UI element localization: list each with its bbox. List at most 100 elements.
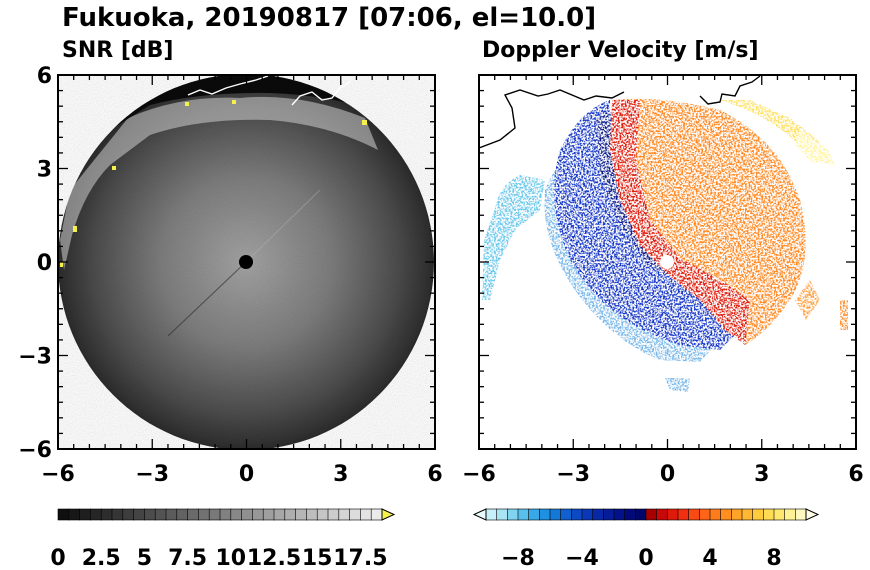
snr-colorbar-bin	[349, 508, 362, 521]
snr-colorbar-bin	[208, 508, 221, 521]
vel-colorbar-bin	[677, 508, 690, 521]
vel-colorbar-tick-label: −8	[501, 546, 535, 570]
vel-pos-edge-patch	[840, 300, 848, 330]
vel-colorbar-bin	[763, 508, 775, 521]
snr-ytick-label: 3	[37, 158, 52, 183]
vel-xtick-label: 6	[848, 462, 863, 487]
snr-colorbar-bin	[187, 508, 200, 521]
vel-colorbar-bin	[613, 508, 626, 521]
snr-ytick-label: 6	[37, 64, 52, 89]
snr-colorbar-bin	[100, 508, 113, 521]
snr-xtick-label: −3	[135, 462, 169, 487]
snr-radar-site	[239, 255, 253, 269]
snr-colorbar-bin	[360, 508, 372, 521]
snr-coastline	[187, 75, 351, 106]
snr-colorbar-bin	[273, 508, 286, 521]
snr-colorbar-bin	[338, 508, 351, 521]
vel-colorbar-bin	[784, 508, 797, 521]
snr-colorbar-bin	[230, 508, 243, 521]
vel-colorbar-bin	[528, 508, 541, 521]
snr-clutter-band	[60, 96, 378, 270]
vel-colorbar-bin	[709, 508, 722, 521]
vel-colorbar-bin	[688, 508, 701, 521]
snr-colorbar-bin	[370, 508, 383, 521]
vel-colorbar-bin	[560, 508, 573, 521]
snr-clutter-spots	[60, 100, 367, 267]
vel-colorbar-bin	[496, 508, 509, 521]
vel-colorbar-extend-min	[472, 508, 487, 521]
snr-colorbar-tick-label: 10	[215, 546, 246, 570]
vel-colorbar-bin	[795, 508, 807, 521]
snr-colorbar-bin	[79, 508, 92, 521]
vel-pos-lightest	[795, 130, 835, 165]
vel-xtick-label: −3	[556, 462, 590, 487]
snr-colorbar-bin	[252, 508, 264, 521]
snr-colorbar-bin	[327, 508, 340, 521]
snr-colorbar-bin	[284, 508, 297, 521]
vel-colorbar-bin	[752, 508, 765, 521]
snr-colorbar-tick-label: 2.5	[82, 546, 121, 570]
snr-colorbar-tick-label: 15	[302, 546, 333, 570]
snr-colorbar-bin	[57, 508, 70, 521]
snr-land-mask	[110, 75, 380, 130]
snr-colorbar-bin	[241, 508, 254, 521]
snr-blocked-ray	[167, 261, 247, 337]
snr-xtick-label: 6	[427, 462, 442, 487]
vel-colorbar-bin	[731, 508, 743, 521]
vel-colorbar-bin	[741, 508, 754, 521]
snr-colorbar-bin	[198, 508, 210, 521]
snr-colorbar-tick-label: 0	[50, 546, 65, 570]
snr-colorbar-tick-label: 7.5	[168, 546, 207, 570]
figure-title: Fukuoka, 20190817 [07:06, el=10.0]	[62, 3, 596, 33]
snr-colorbar-bin	[262, 508, 275, 521]
vel-colorbar-bin	[635, 508, 647, 521]
snr-xtick-label: −6	[41, 462, 75, 487]
vel-radar-site	[660, 255, 674, 269]
snr-colorbar-bin	[144, 508, 156, 521]
snr-colorbar-bin	[111, 508, 124, 521]
snr-panel-label: SNR [dB]	[62, 38, 173, 63]
vel-colorbar-tick-label: 8	[766, 546, 781, 570]
snr-colorbar-bin	[165, 508, 178, 521]
snr-ytick-label: −6	[18, 438, 52, 463]
vel-pos-east-patch	[795, 280, 820, 320]
vel-colorbar-bin	[581, 508, 594, 521]
velocity-panel-label: Doppler Velocity [m/s]	[482, 38, 759, 63]
vel-pos-main	[612, 98, 806, 345]
snr-colorbar-bin	[90, 508, 102, 521]
vel-colorbar-bin	[517, 508, 530, 521]
snr-colorbar-bin	[122, 508, 135, 521]
vel-colorbar-bin	[773, 508, 786, 521]
snr-colorbar-bin	[306, 508, 318, 521]
snr-xtick-label: 0	[239, 462, 254, 487]
snr-colorbar-extend-max	[381, 508, 396, 521]
vel-colorbar-tick-label: 4	[702, 546, 717, 570]
vel-colorbar-bin	[624, 508, 637, 521]
vel-xtick-label: 0	[660, 462, 675, 487]
vel-xtick-label: 3	[754, 462, 769, 487]
snr-bright-ray	[245, 189, 321, 263]
vel-colorbar-bin	[656, 508, 669, 521]
vel-colorbar-extend-max	[805, 508, 820, 521]
velocity-plot-area	[479, 75, 848, 392]
vel-colorbar-bin	[485, 508, 498, 521]
snr-xtick-label: 3	[333, 462, 348, 487]
vel-colorbar-bin	[539, 508, 551, 521]
snr-plot-area	[58, 75, 434, 449]
vel-colorbar-bin	[603, 508, 615, 521]
snr-colorbar-bin	[316, 508, 329, 521]
snr-colorbar-tick-label: 12.5	[247, 546, 301, 570]
vel-colorbar-bin	[699, 508, 711, 521]
vel-colorbar-tick-label: 0	[638, 546, 653, 570]
snr-colorbar-bin	[176, 508, 189, 521]
vel-colorbar-bin	[592, 508, 605, 521]
vel-colorbar-bin	[645, 508, 658, 521]
snr-colorbar-bin	[68, 508, 81, 521]
snr-colorbar-bin	[154, 508, 167, 521]
vel-coastline	[479, 75, 761, 149]
snr-colorbar-tick-label: 5	[137, 546, 152, 570]
vel-neg-south-patch	[665, 378, 690, 392]
vel-colorbar-bin	[667, 508, 679, 521]
vel-west-tongue	[482, 175, 545, 300]
